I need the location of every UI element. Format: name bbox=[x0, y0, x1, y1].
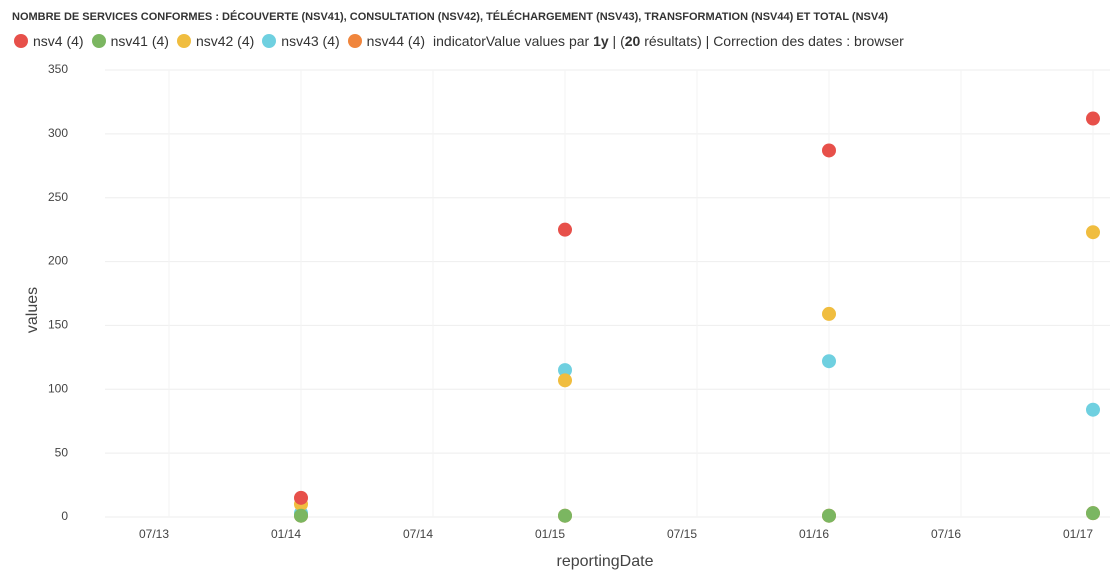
legend-note: 20 bbox=[624, 33, 641, 49]
y-axis-label: values bbox=[24, 287, 41, 333]
data-point bbox=[1086, 111, 1100, 126]
x-tick-label: 07/15 bbox=[667, 527, 697, 541]
data-point bbox=[558, 363, 572, 378]
legend-label: nsv44 (4) bbox=[366, 33, 426, 49]
legend-item[interactable]: nsv42 (4) bbox=[176, 33, 255, 49]
legend-label: nsv42 (4) bbox=[195, 33, 255, 49]
data-point bbox=[1086, 225, 1100, 240]
legend-swatch bbox=[176, 34, 191, 48]
data-point bbox=[1086, 506, 1100, 521]
x-tick-label: 01/17 bbox=[1063, 527, 1093, 541]
legend-label: nsv43 (4) bbox=[281, 33, 340, 49]
legend-note: indicatorValue values par bbox=[433, 33, 594, 49]
legend-note: 1y bbox=[593, 33, 609, 49]
x-tick-label: 07/16 bbox=[931, 527, 961, 541]
x-tick-label: 01/15 bbox=[535, 527, 565, 541]
y-tick-label: 250 bbox=[48, 190, 68, 204]
y-tick-label: 200 bbox=[48, 254, 68, 268]
x-tick-label: 07/13 bbox=[139, 527, 169, 541]
legend-item[interactable]: nsv41 (4) bbox=[91, 33, 169, 49]
legend-item[interactable]: nsv43 (4) bbox=[262, 33, 340, 49]
legend-label: nsv41 (4) bbox=[110, 33, 169, 49]
data-point bbox=[294, 508, 308, 523]
data-point bbox=[822, 143, 836, 158]
x-tick-label: 01/14 bbox=[271, 527, 301, 541]
legend-label: nsv4 (4) bbox=[33, 33, 84, 49]
data-point bbox=[294, 490, 308, 505]
legend-swatch bbox=[14, 34, 28, 48]
legend-note: résultats) | Correction des dates : brow… bbox=[640, 33, 904, 49]
data-point bbox=[558, 222, 572, 237]
legend-swatch bbox=[347, 34, 362, 48]
data-point bbox=[558, 373, 572, 388]
legend-item[interactable]: nsv44 (4) bbox=[347, 33, 426, 49]
legend: nsv4 (4) nsv41 (4) nsv42 (4) nsv43 (4) nsv44… bbox=[14, 33, 904, 49]
legend-swatch bbox=[262, 34, 277, 48]
x-tick-label: 01/16 bbox=[799, 527, 829, 541]
x-tick-label: 07/14 bbox=[403, 527, 433, 541]
legend-swatch bbox=[91, 34, 106, 48]
chart-title: NOMBRE DE SERVICES CONFORMES : DÉCOUVERT… bbox=[12, 11, 888, 23]
y-tick-label: 100 bbox=[48, 381, 68, 395]
y-tick-label: 50 bbox=[55, 445, 69, 459]
legend-note: | ( bbox=[608, 33, 625, 49]
data-point bbox=[558, 508, 572, 523]
data-point bbox=[1086, 402, 1100, 417]
y-tick-label: 150 bbox=[48, 318, 68, 332]
data-point bbox=[822, 354, 836, 369]
y-tick-label: 300 bbox=[48, 126, 68, 140]
y-tick-label: 0 bbox=[61, 509, 68, 523]
data-point bbox=[822, 306, 836, 321]
data-point bbox=[822, 508, 836, 523]
x-axis-label: reportingDate bbox=[557, 553, 654, 570]
legend-item[interactable]: nsv4 (4) bbox=[14, 33, 84, 49]
y-tick-label: 350 bbox=[48, 62, 68, 76]
